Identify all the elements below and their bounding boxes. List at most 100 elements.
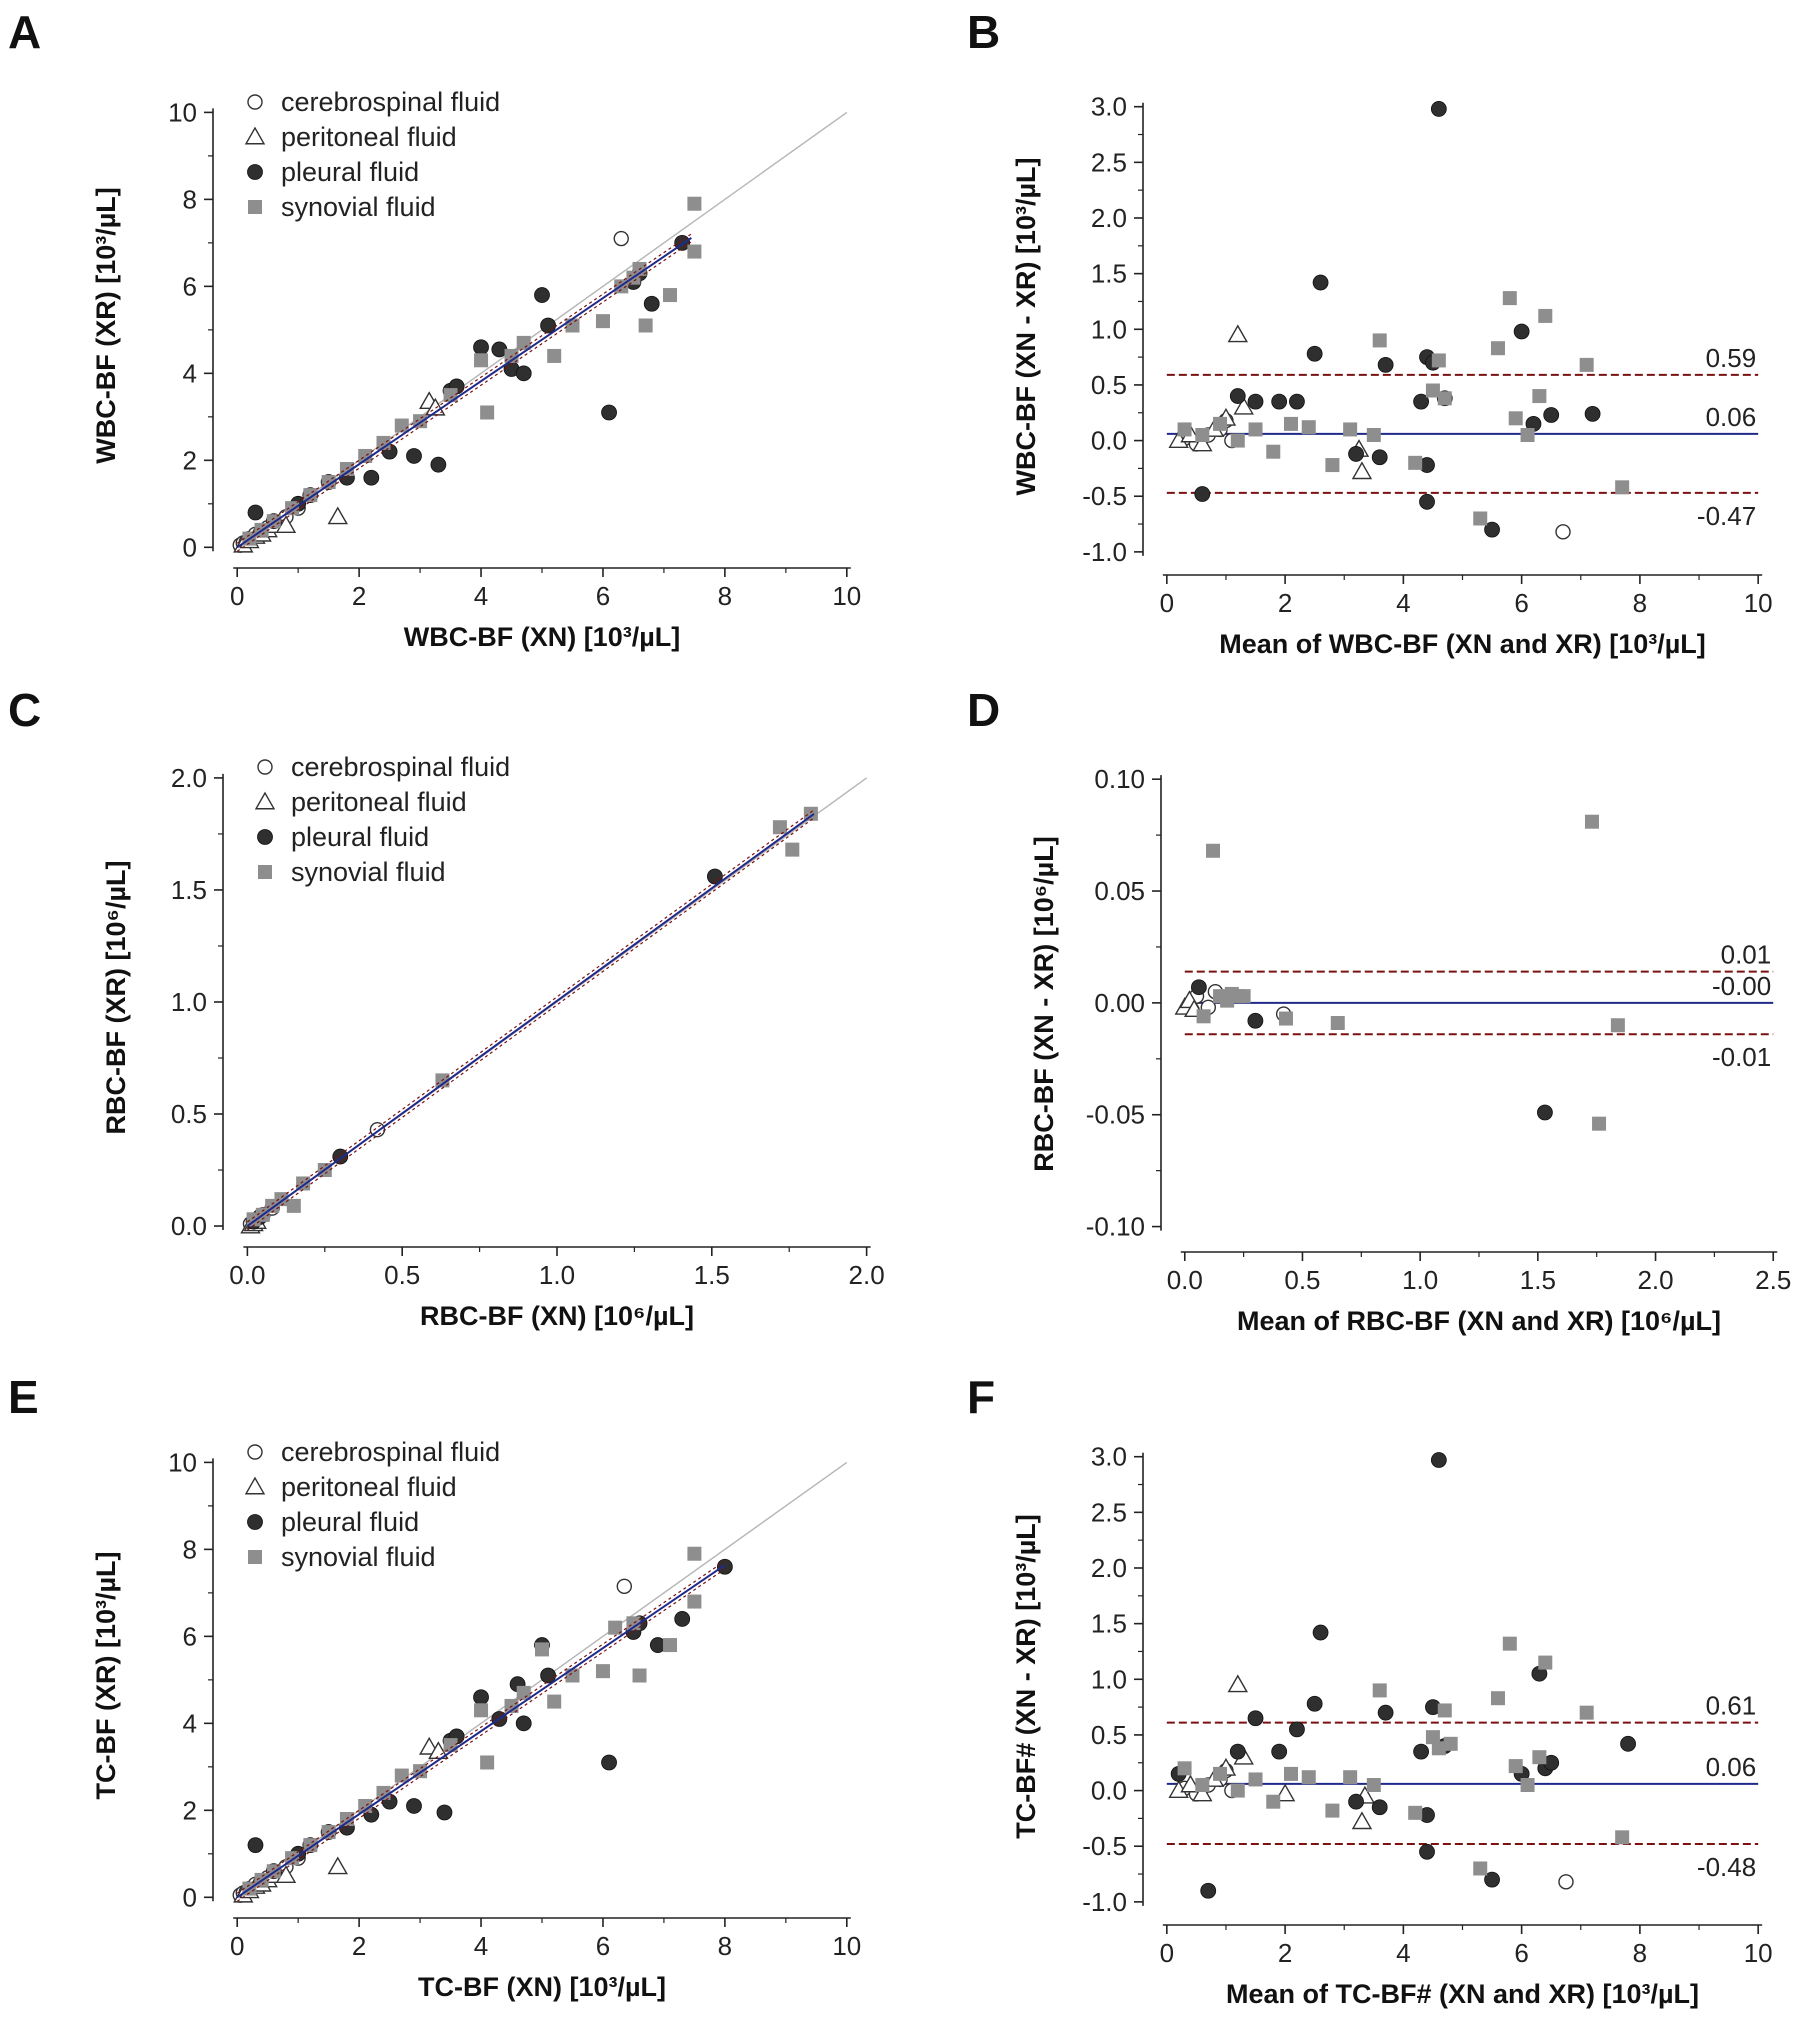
data-point-synovial xyxy=(1206,843,1221,858)
x-tick-label: 0 xyxy=(1160,588,1174,618)
data-point-synovial xyxy=(480,1755,495,1770)
x-axis-title: TC-BF (XN) [10³/µL] xyxy=(418,1972,666,2002)
data-point-synovial xyxy=(443,388,458,403)
legend-marker-peritoneal xyxy=(244,1476,266,1495)
data-point-synovial xyxy=(1490,341,1505,356)
series-synovial xyxy=(1177,1636,1630,1876)
y-tick-label: 0 xyxy=(183,532,197,562)
legend-label: pleural fluid xyxy=(291,822,429,852)
data-point-pleural xyxy=(1271,1743,1288,1760)
data-point-pleural xyxy=(1413,393,1430,410)
data-point-synovial xyxy=(565,318,580,333)
x-tick-label: 6 xyxy=(1514,1938,1528,1968)
x-tick-label: 10 xyxy=(1744,588,1773,618)
data-point-synovial xyxy=(1248,422,1263,437)
data-point-peritoneal xyxy=(1192,1783,1213,1802)
data-point-synovial xyxy=(358,448,373,463)
y-tick-label: 2 xyxy=(183,445,197,475)
legend-label: pleural fluid xyxy=(281,1507,419,1537)
data-point-synovial xyxy=(1490,1691,1505,1706)
series-synovial xyxy=(242,196,702,546)
legend-label: cerebrospinal fluid xyxy=(281,1437,500,1467)
data-point-synovial xyxy=(535,1642,549,1657)
legend-marker-pleural xyxy=(247,164,263,180)
data-point-peritoneal xyxy=(1351,461,1373,480)
data-point-synovial xyxy=(1532,389,1547,404)
data-point-synovial xyxy=(1213,416,1228,431)
legend-label: peritoneal fluid xyxy=(281,1472,457,1502)
y-tick-label: 1.0 xyxy=(1091,1664,1127,1694)
data-point-pleural xyxy=(406,448,422,464)
x-axis-title: Mean of TC-BF# (XN and XR) [10³/µL] xyxy=(1226,1979,1699,2009)
data-point-pleural xyxy=(1247,1012,1264,1029)
data-point-synovial xyxy=(1408,455,1423,470)
y-tick-label: 4 xyxy=(183,1708,197,1738)
y-tick-label: 1.5 xyxy=(1091,1609,1127,1639)
data-point-synovial xyxy=(1366,428,1381,443)
data-point-synovial xyxy=(803,806,818,821)
data-point-pleural xyxy=(1200,1882,1217,1899)
data-point-peritoneal xyxy=(1180,1774,1201,1793)
data-point-synovial xyxy=(547,1694,562,1709)
series-pleural xyxy=(247,1558,733,1880)
regression-ci-upper xyxy=(236,1568,726,1902)
data-point-synovial xyxy=(358,1798,373,1813)
upper-loa-label: 0.59 xyxy=(1706,343,1757,373)
data-point-synovial xyxy=(687,244,702,259)
x-axis-title: WBC-BF (XN) [10³/µL] xyxy=(404,622,681,652)
data-point-pleural xyxy=(406,1798,422,1814)
panel-c: C 0.0 0.5 1.0 1.5 2.0 0.0 0.5 1.0 1.5 2.0 RBC-BF (X… xyxy=(8,684,885,1331)
lower-loa-label: -0.01 xyxy=(1712,1042,1771,1072)
data-point-pleural xyxy=(1247,393,1264,410)
data-point-csf xyxy=(1558,1874,1574,1890)
data-point-pleural xyxy=(601,404,617,421)
x-tick-label: 8 xyxy=(718,1931,732,1961)
y-axis-title: TC-BF# (XN - XR) [10³/µL] xyxy=(1011,1514,1041,1839)
legend-marker-peritoneal xyxy=(254,791,276,810)
series-peritoneal xyxy=(1174,990,1205,1018)
y-tick-label: -0.05 xyxy=(1086,1100,1145,1130)
data-point-synovial xyxy=(663,288,678,303)
x-tick-label: 8 xyxy=(1633,588,1647,618)
data-point-synovial xyxy=(1431,353,1446,368)
data-point-synovial xyxy=(1236,989,1251,1004)
data-point-pleural xyxy=(1348,446,1364,462)
bias-label: -0.00 xyxy=(1712,971,1771,1001)
data-point-pleural xyxy=(1306,345,1323,362)
data-point-synovial xyxy=(626,1616,641,1631)
y-axis-title: RBC-BF (XR) [10⁶/µL] xyxy=(101,861,131,1135)
regression-ci-upper xyxy=(236,241,692,552)
data-point-pleural xyxy=(1413,1743,1430,1760)
x-tick-label: 0.5 xyxy=(1284,1265,1320,1295)
data-point-pleural xyxy=(643,295,660,312)
data-point-pleural xyxy=(1584,405,1601,422)
y-tick-label: 2.5 xyxy=(1091,1497,1127,1527)
x-tick-label: 0 xyxy=(1160,1938,1174,1968)
data-point-synovial xyxy=(1284,416,1299,431)
data-point-synovial xyxy=(1579,1705,1594,1720)
panel-letter: C xyxy=(8,684,41,736)
legend-label: peritoneal fluid xyxy=(291,787,467,817)
x-tick-label: 8 xyxy=(718,581,732,611)
y-tick-label: 0 xyxy=(183,1882,197,1912)
data-point-synovial xyxy=(1538,308,1553,323)
data-point-peritoneal xyxy=(428,1741,449,1760)
y-tick-label: 0.10 xyxy=(1094,764,1145,794)
data-point-synovial xyxy=(1538,1655,1553,1670)
data-point-synovial xyxy=(1278,1011,1293,1026)
panel-f: F -1.0 -0.5 0.0 0.5 1.0 1.5 2.0 2.5 3.0 0 2 4 6 8 10 Mea… xyxy=(967,1371,1773,2009)
data-point-pleural xyxy=(1229,388,1246,404)
data-point-pleural xyxy=(1190,979,1207,996)
data-point-synovial xyxy=(1230,1783,1245,1798)
data-point-pleural xyxy=(1430,101,1447,117)
data-point-synovial xyxy=(1372,333,1387,348)
legend-label: synovial fluid xyxy=(291,857,446,887)
x-tick-label: 10 xyxy=(1744,1938,1773,1968)
data-point-pleural xyxy=(1348,1793,1364,1810)
x-tick-label: 0.0 xyxy=(1167,1265,1203,1295)
data-point-synovial xyxy=(1213,1766,1228,1781)
data-point-synovial xyxy=(1266,444,1281,459)
data-point-synovial xyxy=(638,318,653,333)
panel-letter: E xyxy=(8,1371,39,1423)
